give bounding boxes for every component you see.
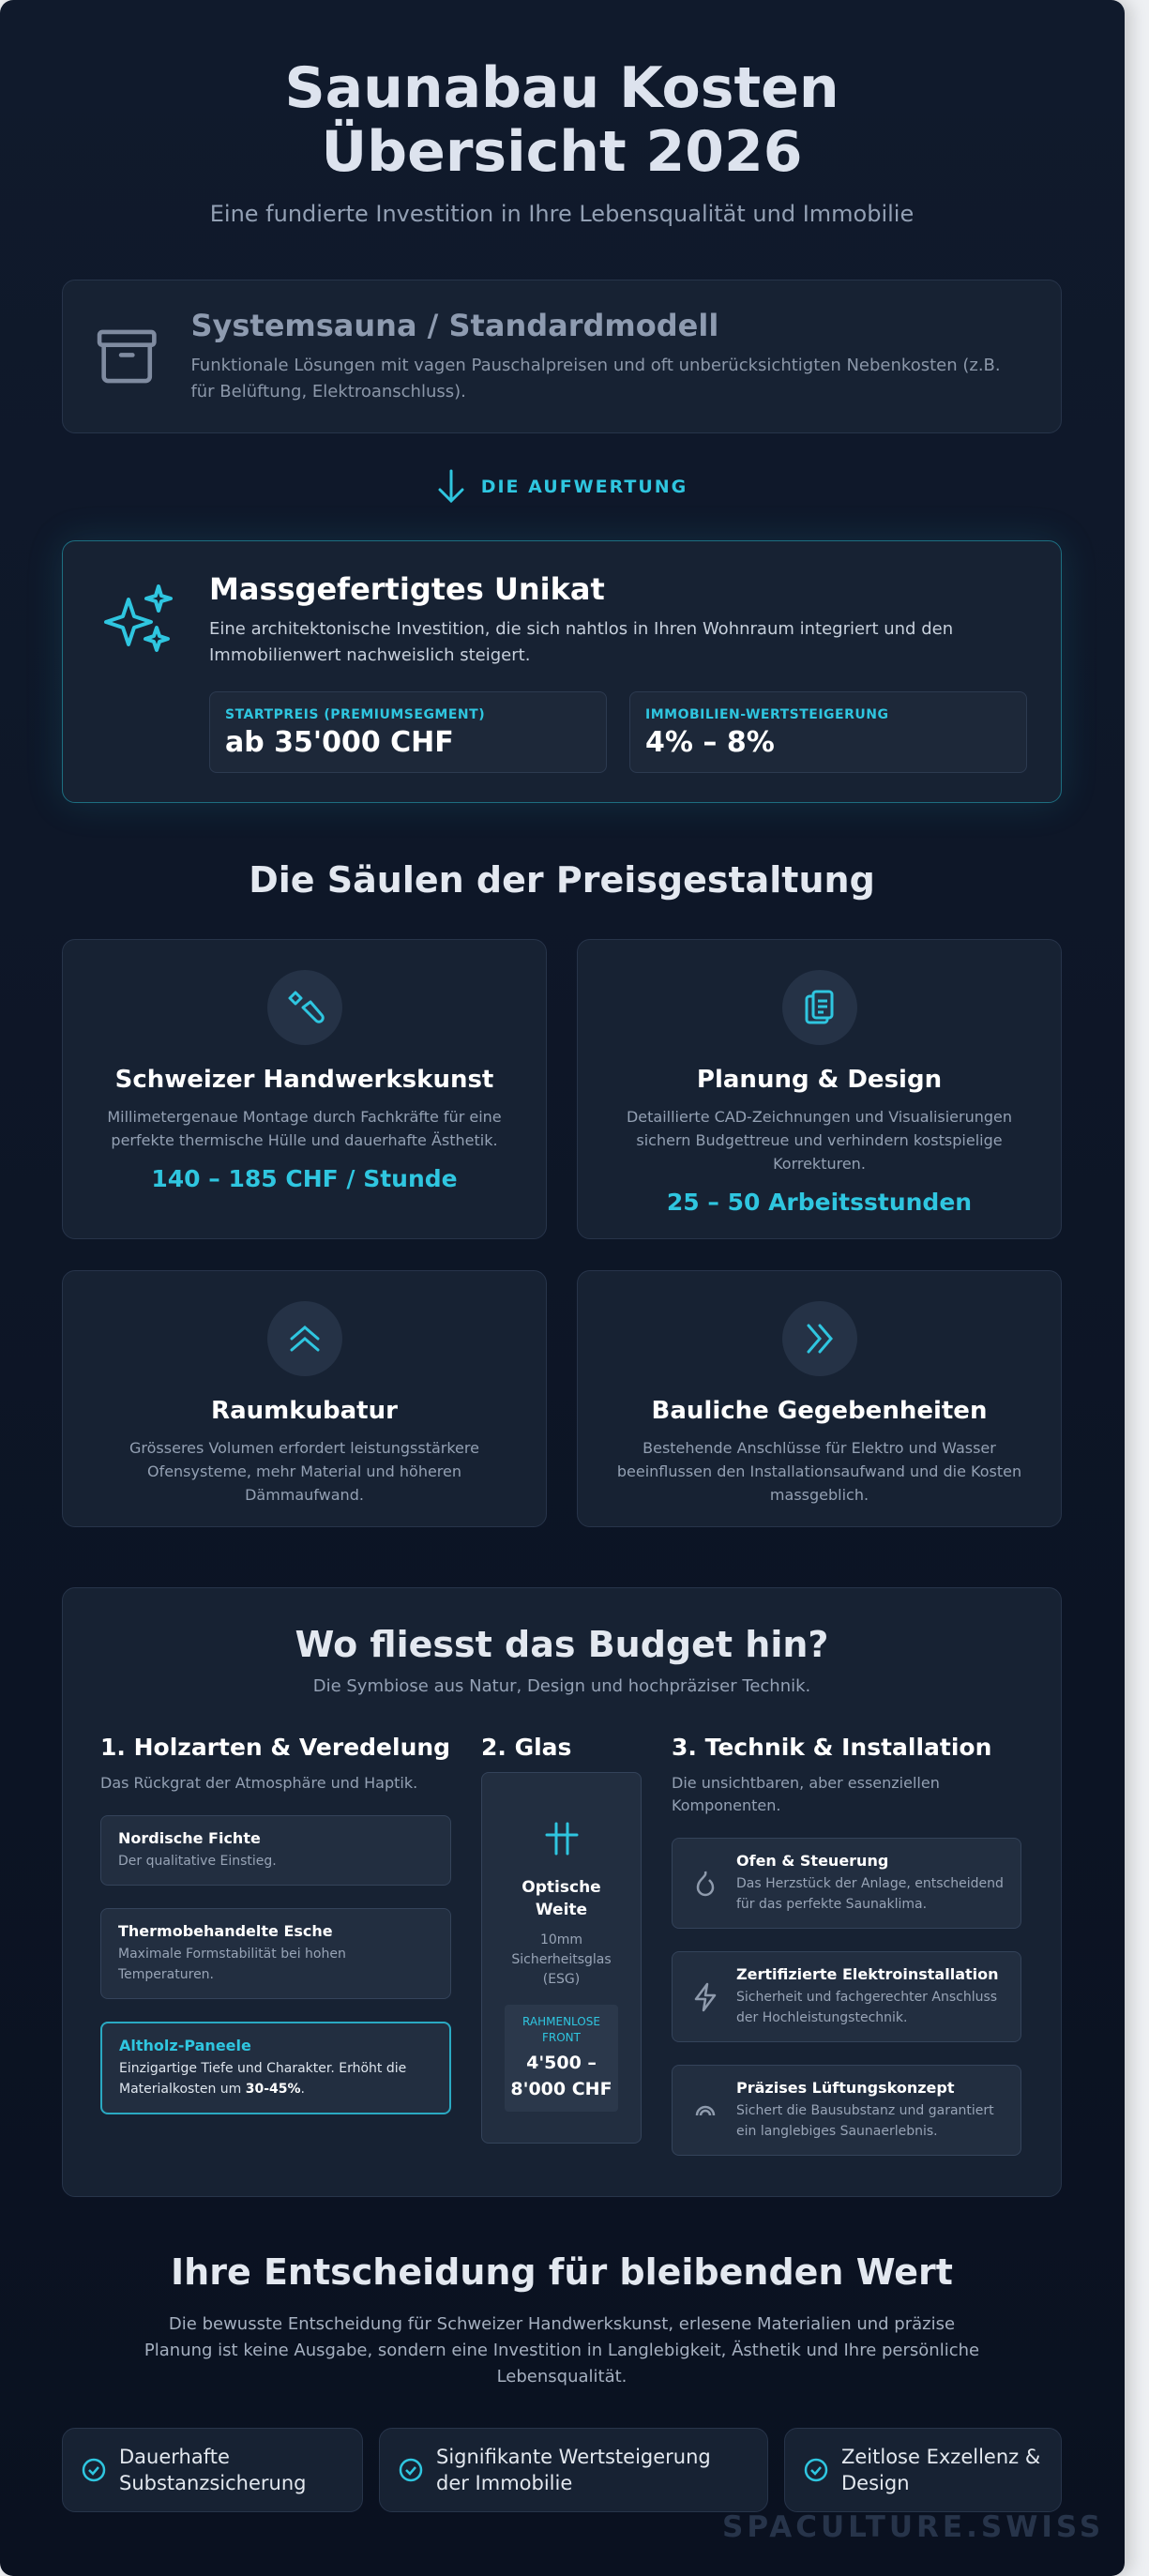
pillar: Schweizer Handwerkskunst Millimetergenau… (62, 939, 547, 1239)
watermark: SPACULTURE.SWISS (722, 2510, 1105, 2544)
column-text: Die unsichtbaren, aber essenziellen Komp… (672, 1774, 940, 1814)
stat-value: 4% – 8% (645, 726, 775, 759)
wood-column: 1. Holzarten & Veredelung Das Rückgrat d… (100, 1734, 451, 2178)
pillar-title: Raumkubatur (211, 1397, 398, 1425)
standard-title: Systemsauna / Standardmodell (190, 308, 719, 343)
divider-label: DIE AUFWERTUNG (480, 477, 688, 497)
glass-text: 10mm Sicherheitsglas (ESG) (511, 1932, 612, 1987)
budget-title: Wo fliesst das Budget hin? (295, 1624, 829, 1665)
item-title: Thermobehandelte Esche (118, 1922, 333, 1940)
column-heading: 1. Holzarten & Veredelung (100, 1734, 451, 1761)
pillar: Raumkubatur Grösseres Volumen erfordert … (62, 1270, 547, 1527)
final-text: Die bewusste Entscheidung für Schweizer … (144, 2314, 980, 2387)
pillars-heading: Die Säulen der Preisgestaltung (249, 859, 875, 901)
item-text-part: Einzigartige Tiefe und Charakter. Erhöht… (119, 2061, 407, 2097)
points: Dauerhafte Substanzsicherung Signifikant… (62, 2428, 1062, 2512)
custom-text: Eine architektonische Investition, die s… (209, 619, 954, 665)
glass-column: 2. Glas Optische Weite 10mm Sicherheitsg… (481, 1734, 642, 2178)
column-heading: 3. Technik & Installation (672, 1734, 992, 1761)
standard-text: Funktionale Lösungen mit vagen Pauschalp… (190, 356, 1001, 402)
tech-item: Ofen & Steuerung Das Herzstück der Anlage… (672, 1838, 1021, 1929)
glass-label: RAHMENLOSE FRONT (522, 2015, 600, 2044)
tech-item: Zertifizierte Elektroinstallation Sicherh… (672, 1951, 1021, 2042)
column-text: Das Rückgrat der Atmosphäre und Haptik. (100, 1774, 418, 1792)
stat: IMMOBILIEN-WERTSTEIGERUNG 4% – 8% (629, 691, 1027, 773)
point-text: Zeitlose Exzellenz & Design (841, 2446, 1041, 2494)
check-icon (804, 2458, 828, 2482)
point-text: Dauerhafte Substanzsicherung (119, 2446, 307, 2494)
point: Signifikante Wertsteigerung der Immobili… (379, 2428, 768, 2512)
item-title: Zertifizierte Elektroinstallation (736, 1965, 999, 1983)
item-text: Der qualitative Einstieg. (118, 1854, 277, 1869)
point-text: Signifikante Wertsteigerung der Immobili… (436, 2446, 711, 2494)
wood-item: Nordische Fichte Der qualitative Einstieg… (100, 1815, 451, 1886)
pillar-title: Schweizer Handwerkskunst (114, 1066, 494, 1094)
item-text-part: . (300, 2082, 305, 2097)
glass-title: Optische Weite (522, 1878, 601, 1919)
standard-card: Systemsauna / Standardmodell Funktionale … (62, 280, 1062, 433)
item-text: Einzigartige Tiefe und Charakter. Erhöht… (119, 2061, 406, 2097)
chevrons-right-icon (807, 1324, 833, 1354)
stat: STARTPREIS (PREMIUMSEGMENT) ab 35'000 CHF (209, 691, 607, 773)
stat-value: ab 35'000 CHF (225, 726, 454, 759)
point: Zeitlose Exzellenz & Design (784, 2428, 1062, 2512)
panel: Saunabau Kosten Übersicht 2026 Eine fund… (0, 0, 1125, 2576)
glass-icon (545, 1822, 578, 1856)
wood-item: Thermobehandelte Esche Maximale Formstabi… (100, 1908, 451, 1999)
item-text-bold: 30-45% (245, 2082, 301, 2097)
glass-card: Optische Weite 10mm Sicherheitsglas (ESG… (481, 1772, 642, 2144)
item-title: Nordische Fichte (118, 1829, 261, 1847)
glass-value: 4'500 – 8'000 CHF (510, 2053, 612, 2099)
clipboard-icon (805, 990, 833, 1024)
chevrons-up-icon (290, 1326, 319, 1352)
bolt-icon (694, 1982, 717, 2011)
item-text: Maximale Formstabilität bei hohen Temper… (118, 1947, 346, 1982)
item-text: Sichert die Bausubstanz und garantiert e… (736, 2103, 994, 2139)
tool-icon (288, 991, 325, 1023)
pillars-grid: Schweizer Handwerkskunst Millimetergenau… (62, 939, 1062, 1527)
stat-label: IMMOBILIEN-WERTSTEIGERUNG (645, 707, 889, 722)
custom-title: Massgefertigtes Unikat (209, 571, 605, 607)
title: Saunabau Kosten Übersicht 2026 (284, 55, 839, 185)
item-text: Das Herzstück der Anlage, entscheidend f… (736, 1876, 1004, 1912)
pillar: Bauliche Gegebenheiten Bestehende Anschl… (577, 1270, 1062, 1527)
pillar-title: Bauliche Gegebenheiten (651, 1397, 988, 1425)
point: Dauerhafte Substanzsicherung (62, 2428, 363, 2512)
column-heading: 2. Glas (481, 1734, 572, 1761)
item-title: Altholz-Paneele (119, 2037, 251, 2054)
custom-card: Massgefertigtes Unikat Eine architektoni… (62, 540, 1062, 803)
pillar-text: Millimetergenaue Montage durch Fachkräft… (107, 1108, 502, 1149)
divider: DIE AUFWERTUNG (62, 469, 1062, 505)
pillar-title: Planung & Design (696, 1066, 943, 1094)
tech-column: 3. Technik & Installation Die unsichtbar… (672, 1734, 1021, 2178)
budget-subtitle: Die Symbiose aus Natur, Design und hochp… (312, 1676, 811, 1696)
header: Saunabau Kosten Übersicht 2026 Eine fund… (62, 56, 1062, 227)
check-icon (399, 2458, 423, 2482)
pillar-text: Detaillierte CAD-Zeichnungen und Visuali… (626, 1108, 1013, 1173)
flame-icon (696, 1871, 715, 1896)
pillar-value: 25 – 50 Arbeitsstunden (666, 1189, 973, 1216)
item-title: Präzises Lüftungskonzept (736, 2079, 955, 2097)
item-title: Ofen & Steuerung (736, 1852, 889, 1870)
budget-section: Wo fliesst das Budget hin? Die Symbiose … (62, 1587, 1062, 2197)
pillar-text: Bestehende Anschlüsse für Elektro und Wa… (616, 1439, 1022, 1504)
subtitle: Eine fundierte Investition in Ihre Leben… (209, 201, 915, 227)
arrow-down (438, 469, 464, 504)
sparkle-icon (104, 584, 173, 652)
air-icon (695, 2105, 716, 2115)
tech-item: Präzises Lüftungskonzept Sichert die Baus… (672, 2065, 1021, 2156)
box-icon (97, 329, 157, 384)
stat-label: STARTPREIS (PREMIUMSEGMENT) (225, 707, 486, 722)
wood-item: Altholz-Paneele Einzigartige Tiefe und Ch… (100, 2022, 451, 2114)
pillar-value: 140 – 185 CHF / Stunde (151, 1165, 458, 1192)
final-title: Ihre Entscheidung für bleibenden Wert (171, 2251, 953, 2293)
item-text: Sicherheit und fachgerechter Anschluss d… (736, 1990, 998, 2025)
final-section: Ihre Entscheidung für bleibenden Wert Di… (62, 2251, 1062, 2390)
check-icon (82, 2458, 106, 2482)
pillar: Planung & Design Detaillierte CAD-Zeichn… (577, 939, 1062, 1239)
pillar-text: Grösseres Volumen erfordert leistungsstä… (129, 1439, 479, 1504)
